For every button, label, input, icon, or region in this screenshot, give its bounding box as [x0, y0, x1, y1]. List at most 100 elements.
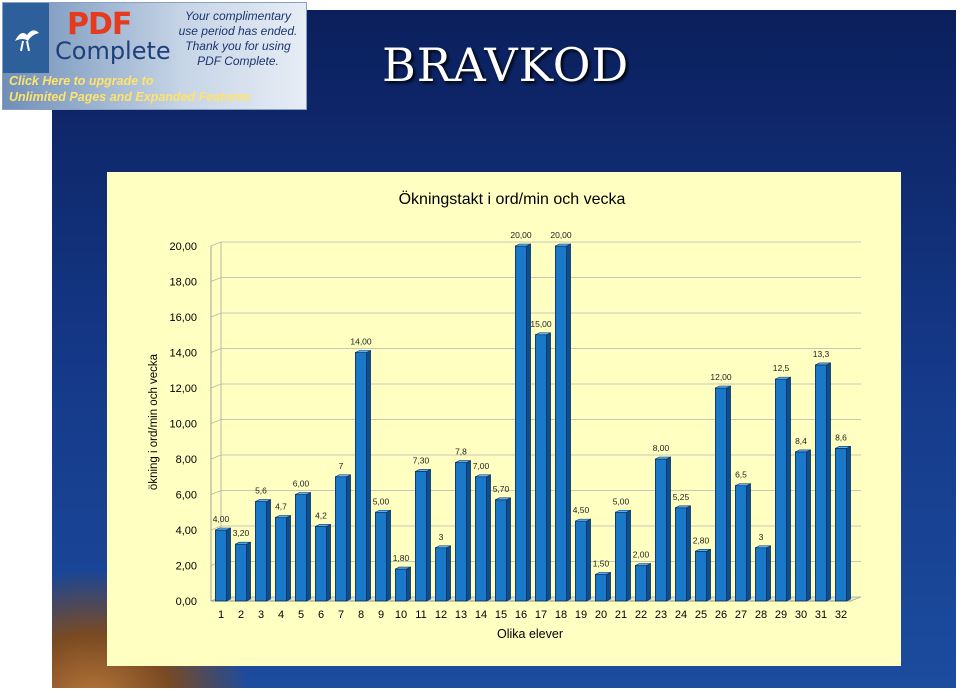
bar-top: [795, 449, 811, 453]
data-label: 5,70: [493, 484, 510, 494]
bar: [695, 548, 711, 602]
x-tick-label: 28: [755, 609, 767, 621]
y-tick-label: 10,00: [169, 419, 197, 431]
banner-pdf-word: PDF: [67, 7, 132, 42]
gridline: [210, 419, 861, 424]
x-tick-label: 5: [298, 609, 304, 621]
bar-side: [386, 509, 391, 602]
bar: [735, 483, 751, 602]
data-label: 4,2: [315, 510, 327, 520]
bar: [354, 350, 371, 602]
bar-top: [775, 376, 791, 380]
data-label: 4,00: [213, 514, 230, 524]
data-label: 7,30: [413, 455, 430, 465]
bar-side: [286, 515, 291, 602]
bar: [534, 332, 551, 602]
x-tick-label: 2: [238, 609, 244, 621]
x-tick-label: 32: [835, 609, 847, 621]
bar-top: [615, 509, 631, 513]
bar: [755, 545, 771, 602]
y-tick-label: 18,00: [169, 277, 197, 289]
upgrade-link-line[interactable]: Unlimited Pages and Expanded Features: [9, 90, 251, 104]
bar-top: [255, 499, 271, 502]
y-tick-label: 0,00: [176, 596, 197, 608]
x-tick-label: 16: [515, 609, 527, 621]
y-tick-label: 2,00: [176, 561, 197, 573]
gridline: [210, 277, 861, 282]
upgrade-link-line[interactable]: Click Here to upgrade to: [9, 74, 154, 88]
data-label: 7: [339, 461, 344, 471]
bar-side: [566, 243, 571, 602]
bar-top: [595, 572, 611, 575]
bar-side: [846, 445, 851, 602]
upgrade-banner[interactable]: PDF Complete Your complimentary use peri…: [2, 2, 307, 110]
x-tick-label: 30: [795, 609, 807, 621]
bar-side: [706, 548, 711, 602]
bar-front: [334, 476, 347, 602]
x-tick-label: 14: [475, 609, 487, 621]
data-label: 15,00: [530, 319, 552, 329]
bar-side: [446, 545, 451, 602]
banner-message-line: Thank you for using: [185, 39, 291, 53]
bar-side: [426, 468, 431, 602]
bar-top: [375, 509, 391, 513]
bar-top: [695, 548, 711, 552]
bar: [374, 509, 391, 602]
bar-top: [715, 385, 731, 389]
banner-message-line: Your complimentary: [184, 9, 292, 23]
data-label: 20,00: [510, 230, 532, 240]
bar-top: [675, 505, 691, 509]
bar-front: [234, 543, 247, 602]
bar-side: [266, 499, 271, 602]
data-label: 5,00: [373, 496, 390, 506]
bar: [334, 474, 351, 602]
bar-top: [555, 243, 571, 247]
bar-top: [635, 563, 651, 566]
data-label: 12,5: [773, 363, 790, 373]
bar: [835, 445, 851, 602]
bar-top: [455, 460, 471, 463]
x-tick-label: 26: [715, 609, 727, 621]
bar-side: [746, 483, 751, 602]
data-label: 7,8: [455, 447, 467, 457]
bar-side: [326, 523, 331, 602]
bar-side: [726, 385, 731, 602]
bar-front: [655, 458, 668, 602]
data-label: 5,6: [255, 486, 267, 496]
bar: [775, 376, 791, 602]
bar: [215, 527, 231, 602]
bar: [655, 456, 671, 602]
bar-side: [806, 449, 811, 602]
bar: [234, 541, 251, 602]
x-tick-label: 22: [635, 609, 647, 621]
y-axis-label: ökning i ord/min och vecka: [148, 353, 160, 490]
bar-front: [795, 451, 808, 602]
y-tick-label: 4,00: [176, 525, 197, 537]
data-label: 6,00: [293, 479, 310, 489]
data-label: 2,80: [693, 535, 710, 545]
bar: [715, 385, 731, 602]
bar-top: [335, 474, 351, 478]
chart-title: Ökningstakt i ord/min och vecka: [399, 190, 626, 208]
x-tick-label: 31: [815, 609, 827, 621]
data-label: 12,00: [710, 372, 732, 382]
upgrade-link[interactable]: Click Here to upgrade to Unlimited Pages…: [9, 73, 251, 105]
banner-message: Your complimentary use period has ended.…: [173, 9, 303, 69]
bar: [414, 468, 431, 602]
gridline: [210, 490, 861, 495]
bar-front: [614, 511, 627, 602]
bar-side: [766, 545, 771, 602]
bar-top: [275, 515, 291, 518]
slide-title: BRAVKOD: [382, 38, 630, 92]
bar: [474, 474, 491, 602]
bar-top: [495, 497, 511, 501]
bar-front: [735, 485, 748, 602]
bar-front: [394, 568, 407, 602]
bar-side: [306, 492, 311, 602]
x-tick-label: 4: [278, 609, 284, 621]
x-tick-label: 27: [735, 609, 747, 621]
bar-side: [686, 505, 691, 602]
bar-front: [474, 476, 487, 602]
bar-side: [466, 460, 471, 602]
bar-side: [826, 362, 831, 602]
